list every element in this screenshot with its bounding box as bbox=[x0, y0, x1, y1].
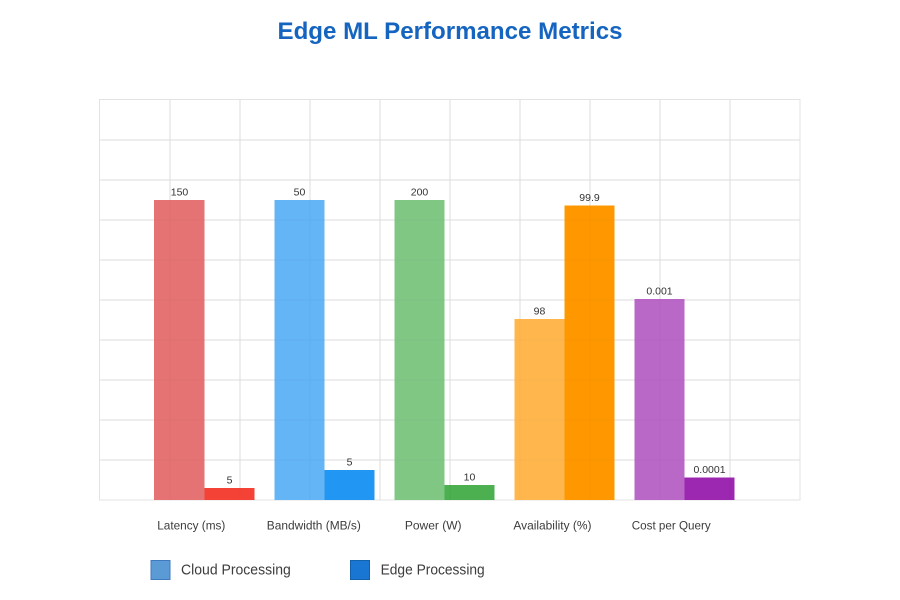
svg-text:Cost per Query: Cost per Query bbox=[632, 519, 712, 533]
svg-text:50: 50 bbox=[294, 187, 306, 199]
svg-text:Latency (ms): Latency (ms) bbox=[157, 519, 225, 533]
svg-text:Edge Processing: Edge Processing bbox=[381, 561, 485, 578]
svg-text:99.9: 99.9 bbox=[579, 192, 600, 204]
svg-text:5: 5 bbox=[227, 475, 233, 487]
svg-text:Bandwidth (MB/s): Bandwidth (MB/s) bbox=[267, 519, 361, 533]
svg-text:98: 98 bbox=[534, 306, 546, 318]
svg-text:0.0001: 0.0001 bbox=[693, 464, 725, 476]
svg-text:Edge ML Performance Metrics: Edge ML Performance Metrics bbox=[278, 18, 623, 45]
svg-text:150: 150 bbox=[171, 187, 189, 199]
svg-text:Cloud Processing: Cloud Processing bbox=[181, 561, 291, 578]
svg-text:200: 200 bbox=[411, 187, 429, 199]
svg-text:5: 5 bbox=[347, 457, 353, 469]
svg-text:Power (W): Power (W) bbox=[405, 519, 462, 533]
svg-text:10: 10 bbox=[464, 472, 476, 484]
svg-text:0.001: 0.001 bbox=[646, 286, 672, 298]
svg-text:Availability (%): Availability (%) bbox=[513, 519, 591, 533]
